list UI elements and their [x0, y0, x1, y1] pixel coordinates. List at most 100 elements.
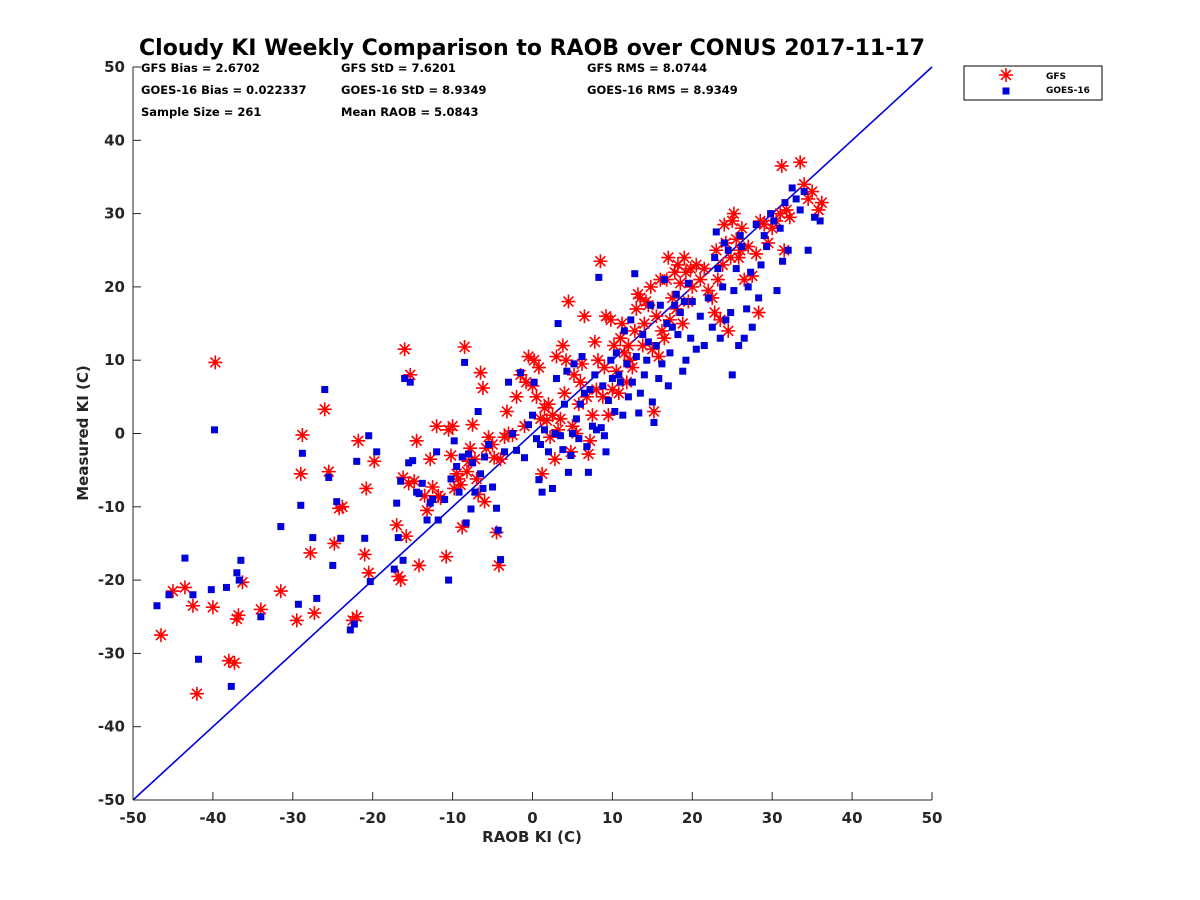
- gfs-point: [531, 360, 546, 375]
- goes16-point: [423, 516, 431, 524]
- stat-text: GOES-16 Bias = 0.022337: [141, 83, 306, 97]
- gfs-point: [675, 316, 690, 331]
- goes16-point: [591, 371, 599, 379]
- legend-goes16-label: GOES-16: [1046, 86, 1090, 96]
- goes16-point: [406, 378, 414, 386]
- goes16-point: [650, 419, 658, 427]
- goes16-point: [740, 334, 748, 342]
- gfs-point: [273, 584, 288, 599]
- gfs-point: [645, 342, 660, 357]
- gfs-point: [677, 250, 692, 265]
- gfs-point: [429, 419, 444, 434]
- gfs-point: [633, 290, 648, 305]
- goes16-point: [501, 448, 509, 456]
- gfs-point: [565, 419, 580, 434]
- goes16-point: [447, 475, 455, 483]
- goes16-point: [559, 446, 567, 454]
- gfs-point: [723, 250, 738, 265]
- gfs-point: [459, 464, 474, 479]
- gfs-point: [561, 294, 576, 309]
- goes16-point: [237, 556, 245, 564]
- gfs-point: [509, 389, 524, 404]
- legend-gfs-marker: [999, 68, 1013, 82]
- goes16-point: [397, 477, 405, 485]
- goes16-point: [652, 342, 660, 350]
- goes16-point: [735, 342, 743, 350]
- goes16-point: [748, 323, 756, 331]
- x-tick-label: 20: [682, 809, 703, 827]
- goes16-point: [763, 243, 771, 251]
- goes16-series: [153, 184, 824, 690]
- gfs-point: [685, 279, 700, 294]
- gfs-point: [662, 312, 677, 327]
- goes16-point: [450, 437, 458, 445]
- gfs-point: [622, 353, 637, 368]
- y-tick-label: 40: [104, 131, 125, 149]
- gfs-point: [469, 471, 484, 486]
- goes16-point: [612, 349, 620, 357]
- goes16-point: [405, 459, 413, 467]
- gfs-point: [439, 549, 454, 564]
- statistics-text: GFS Bias = 2.6702 GFS StD = 7.6201 GFS RMS…: [141, 61, 738, 119]
- gfs-point: [479, 441, 494, 456]
- x-tick-label: 10: [602, 809, 623, 827]
- goes16-point: [477, 470, 485, 478]
- gfs-point: [391, 569, 406, 584]
- goes16-point: [409, 457, 417, 465]
- gfs-point: [453, 477, 468, 492]
- goes16-point: [536, 440, 544, 448]
- gfs-point: [733, 243, 748, 258]
- gfs-point: [814, 195, 829, 210]
- goes16-point: [682, 356, 690, 364]
- x-tick-label: 50: [922, 809, 943, 827]
- goes16-point: [469, 459, 477, 467]
- gfs-point: [332, 501, 347, 516]
- goes16-point: [616, 378, 624, 386]
- gfs-point: [621, 338, 636, 353]
- goes16-point: [445, 576, 453, 584]
- plot-area: -50 -40 -30 -20 -10 0 10 20 30 40 50 -50 -40 -30 -20 -1…: [98, 58, 943, 827]
- gfs-point: [417, 488, 432, 503]
- gfs-point: [177, 580, 192, 595]
- goes16-point: [732, 265, 740, 273]
- gfs-point: [577, 309, 592, 324]
- x-tick-label: -30: [279, 809, 306, 827]
- gfs-point: [749, 246, 764, 261]
- goes16-point: [570, 360, 578, 368]
- gfs-point: [637, 316, 652, 331]
- gfs-point: [393, 573, 408, 588]
- goes16-point: [674, 331, 682, 339]
- legend-square-icon: [1002, 87, 1010, 95]
- goes16-point: [544, 448, 552, 456]
- gfs-point: [665, 290, 680, 305]
- gfs-point: [715, 257, 730, 272]
- gfs-point: [630, 287, 645, 302]
- goes16-point: [560, 400, 568, 408]
- gfs-point: [389, 518, 404, 533]
- goes16-point: [455, 488, 463, 496]
- goes16-point: [624, 393, 632, 401]
- y-tick-label: 20: [104, 278, 125, 296]
- legend-box: [963, 65, 1103, 101]
- gfs-point: [539, 413, 554, 428]
- gfs-point: [569, 426, 584, 441]
- gfs-point: [455, 520, 470, 535]
- goes16-point: [554, 320, 562, 328]
- gfs-point: [613, 331, 628, 346]
- gfs-point: [697, 261, 712, 276]
- gfs-point: [475, 381, 490, 396]
- gfs-point: [185, 598, 200, 613]
- goes16-point: [635, 409, 643, 417]
- goes16-point: [711, 254, 719, 262]
- goes16-point: [744, 283, 752, 291]
- gfs-point: [535, 466, 550, 481]
- gfs-point: [491, 558, 506, 573]
- goes16-point: [743, 305, 751, 313]
- goes16-point: [195, 655, 203, 663]
- goes16-point: [453, 462, 461, 470]
- gfs-point: [517, 419, 532, 434]
- goes16-point: [615, 371, 623, 379]
- gfs-point: [575, 356, 590, 371]
- goes16-point: [796, 206, 804, 214]
- legend: GFS GOES-16: [963, 65, 1103, 101]
